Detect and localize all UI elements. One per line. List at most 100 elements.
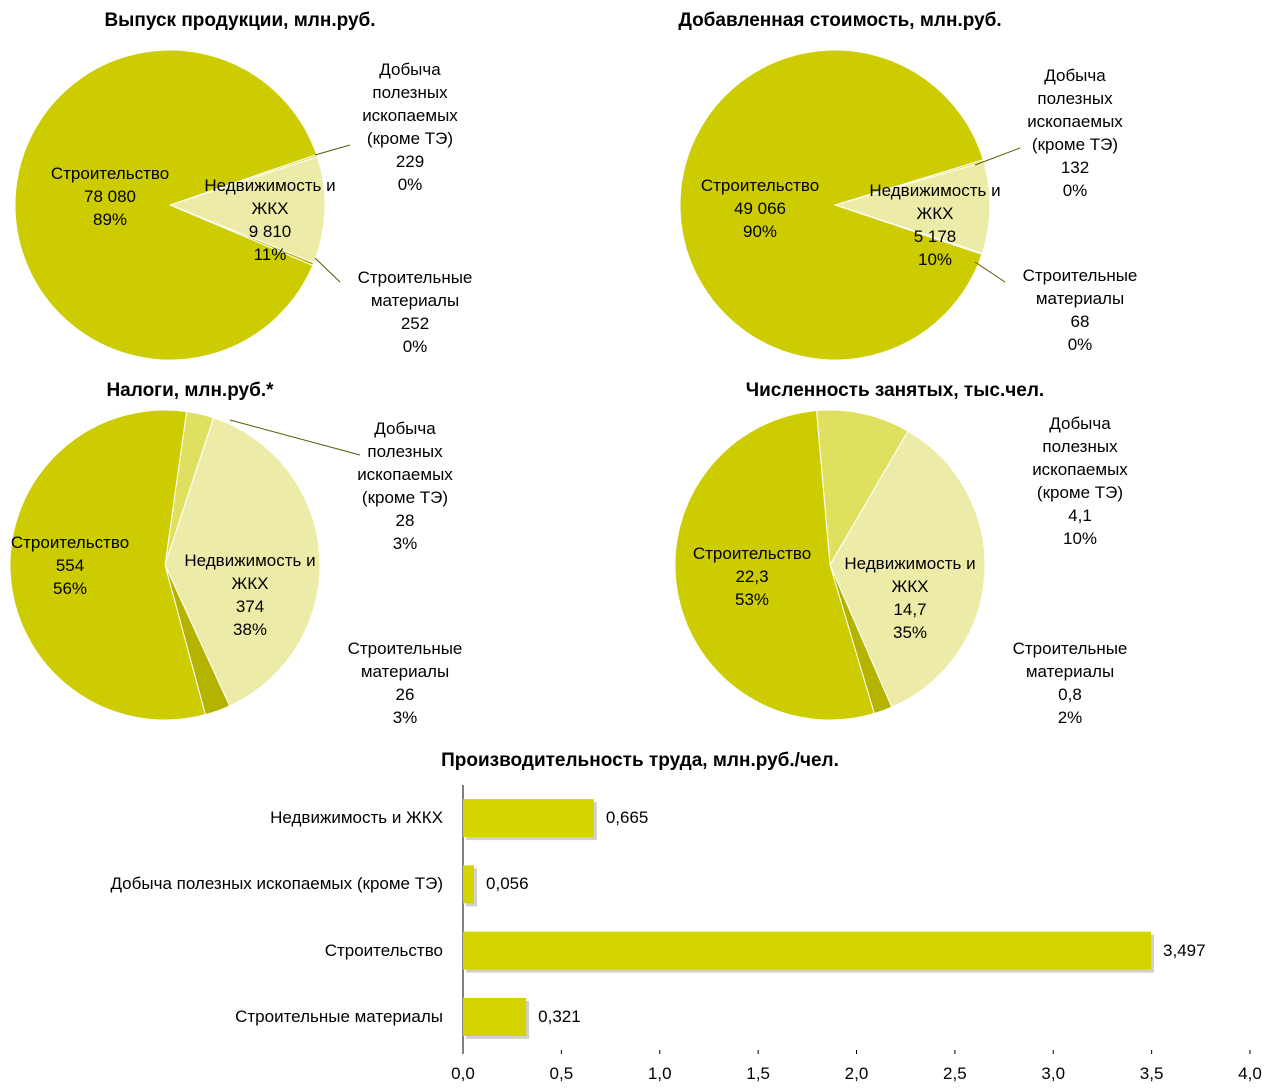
slice-category: Строительство (692, 544, 812, 563)
x-tick-label: 4,0 (1238, 1064, 1262, 1083)
bar (463, 865, 475, 904)
slice-percent: 0% (1067, 335, 1093, 354)
chart-title: Выпуск продукции, млн.руб. (104, 10, 376, 31)
bar-value-label: 3,497 (1163, 940, 1206, 960)
pie-slice (679, 49, 984, 361)
x-tick-label: 0,5 (549, 1064, 574, 1083)
x-tick-label: 1,0 (647, 1064, 672, 1083)
slice-label: Строительные материалы 68 0% (1000, 264, 1160, 356)
leader-line (314, 257, 341, 283)
x-tick-label: 3,0 (1041, 1064, 1066, 1083)
bar-value-label: 0,321 (538, 1006, 581, 1026)
slice-percent: 0% (402, 337, 428, 356)
slice-percent: 10% (917, 250, 953, 269)
x-tick-label: 2,5 (943, 1064, 967, 1083)
slice-label: Добыча полезных ископаемых (кроме ТЭ) 4,1… (1025, 412, 1135, 550)
slice-value: 26 (395, 685, 415, 704)
slice-percent: 90% (742, 222, 778, 241)
slice-label: Строительство 49 066 90% (690, 174, 830, 243)
x-tick-label: 0,0 (451, 1064, 475, 1083)
slice-label: Строительство 22,3 53% (682, 542, 822, 611)
slice-category: Строительные материалы (1022, 266, 1138, 308)
slice-label: Строительные материалы 252 0% (335, 266, 495, 358)
slice-value: 14,7 (893, 600, 927, 619)
chart-title: Численность занятых, тыс.чел. (745, 380, 1045, 401)
leader-line (974, 261, 1006, 283)
slice-value: 0,8 (1058, 685, 1082, 704)
bar (463, 799, 594, 838)
slice-category: Недвижимость и ЖКХ (184, 551, 316, 593)
y-tick-label: Строительство (324, 940, 443, 960)
slice-value: 9 810 (248, 222, 292, 241)
slice-value: 5 178 (913, 227, 957, 246)
leader-line (974, 147, 1021, 166)
slice-category: Недвижимость и ЖКХ (204, 176, 336, 218)
slice-category: Недвижимость и ЖКХ (844, 554, 976, 596)
chart-title: Налоги, млн.руб.* (106, 380, 274, 401)
slice-category: Добыча полезных ископаемых (кроме ТЭ) (362, 60, 458, 148)
y-tick-label: Недвижимость и ЖКХ (270, 808, 443, 828)
slice-value: 4,1 (1068, 506, 1092, 525)
slice-category: Строительные материалы (347, 639, 463, 681)
slice-category: Строительные материалы (1012, 639, 1128, 681)
slice-label: Добыча полезных ископаемых (кроме ТЭ) 28 3… (350, 417, 460, 555)
leader-line (229, 419, 361, 456)
slice-label: Недвижимость и ЖКХ 5 178 10% (860, 179, 1010, 271)
slice-label: Добыча полезных ископаемых (кроме ТЭ) 229… (355, 58, 465, 196)
x-tick-label: 1,5 (746, 1064, 770, 1083)
pie-slice (815, 409, 909, 567)
pie-slice (14, 49, 318, 361)
slice-percent: 35% (892, 623, 928, 642)
slice-label: Недвижимость и ЖКХ 9 810 11% (203, 174, 338, 266)
slice-value: 22,3 (735, 567, 769, 586)
slice-value: 252 (400, 314, 430, 333)
slice-percent: 38% (232, 620, 268, 639)
slice-value: 78 080 (84, 187, 136, 206)
chart-title: Производительность труда, млн.руб./чел. (441, 750, 839, 771)
slice-label: Добыча полезных ископаемых (кроме ТЭ) 132… (1020, 64, 1130, 202)
slice-value: 68 (1070, 312, 1090, 331)
pie-slice (674, 410, 875, 721)
slice-label: Недвижимость и ЖКХ 374 38% (175, 549, 325, 641)
pie-slice (829, 430, 986, 708)
slice-label: Недвижимость и ЖКХ 14,7 35% (835, 552, 985, 644)
bar-value-label: 0,056 (486, 874, 529, 894)
slice-label: Строительные материалы 0,8 2% (990, 637, 1150, 729)
slice-percent: 56% (52, 579, 88, 598)
bar (463, 931, 1152, 970)
slice-percent: 10% (1062, 529, 1098, 548)
slice-value: 374 (235, 597, 265, 616)
slice-value: 554 (55, 556, 85, 575)
slice-category: Добыча полезных ископаемых (кроме ТЭ) (1032, 414, 1128, 502)
slice-percent: 0% (397, 175, 423, 194)
pie-slice (164, 417, 321, 707)
x-tick-label: 3,5 (1139, 1064, 1164, 1083)
slice-percent: 53% (734, 590, 770, 609)
y-tick-label: Добыча полезных ископаемых (кроме ТЭ) (110, 874, 443, 894)
slice-category: Добыча полезных ископаемых (кроме ТЭ) (1027, 66, 1123, 154)
slice-value: 229 (395, 152, 425, 171)
slice-value: 28 (395, 511, 415, 530)
slice-percent: 3% (392, 708, 418, 727)
pie-slice (833, 161, 991, 254)
y-tick-label: Строительные материалы (235, 1006, 443, 1026)
leader-line (314, 144, 351, 156)
slice-category: Строительные материалы (357, 268, 473, 310)
slice-category: Добыча полезных ископаемых (кроме ТЭ) (357, 419, 453, 507)
slice-category: Строительство (700, 176, 820, 195)
slice-percent: 3% (392, 534, 418, 553)
pie-slice (9, 409, 206, 721)
slice-percent: 89% (92, 210, 128, 229)
bar (463, 997, 527, 1036)
slice-label: Строительство 78 080 89% (40, 162, 180, 231)
slice-label: Строительные материалы 26 3% (325, 637, 485, 729)
slice-percent: 2% (1057, 708, 1083, 727)
slice-label: Строительство 554 56% (0, 531, 140, 600)
slice-value: 132 (1060, 158, 1090, 177)
slice-percent: 0% (1062, 181, 1088, 200)
bar-value-label: 0,665 (605, 808, 649, 828)
chart-title: Добавленная стоимость, млн.руб. (678, 10, 1002, 31)
slice-value: 49 066 (734, 199, 786, 218)
